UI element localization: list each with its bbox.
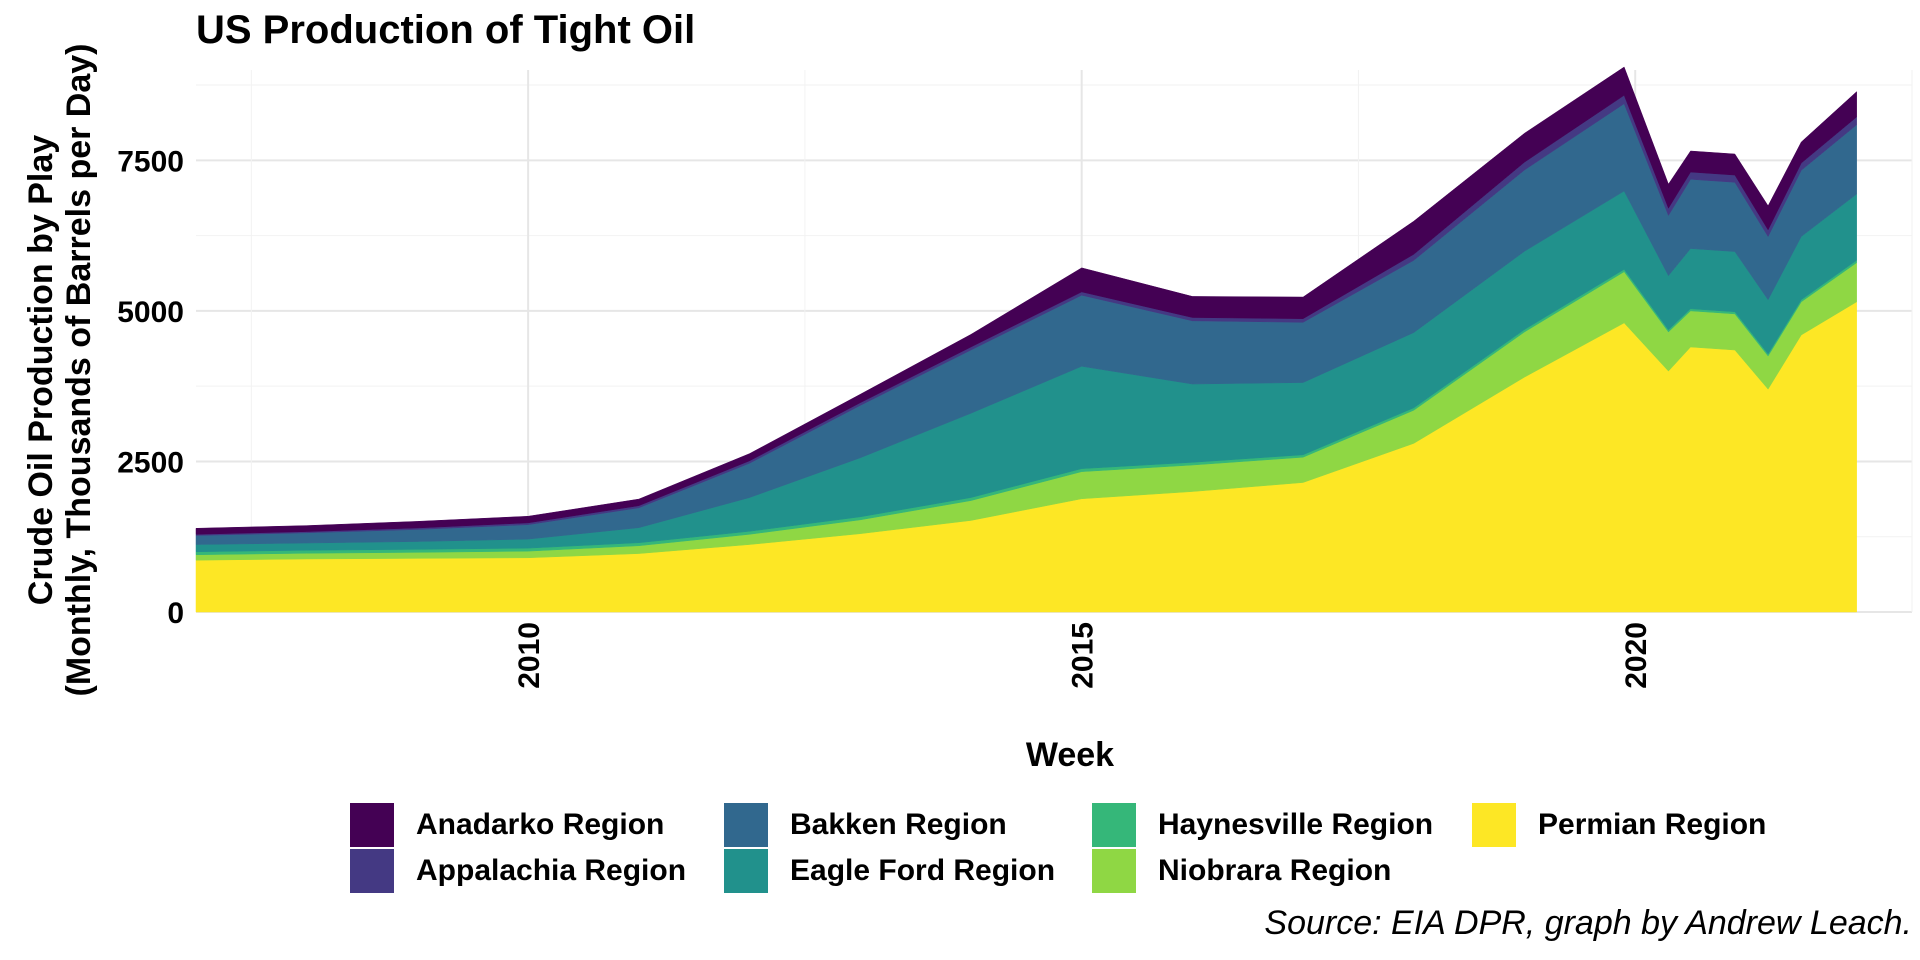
legend-item-appalachia: Appalachia Region	[350, 848, 686, 894]
legend-label-niobrara: Niobrara Region	[1158, 854, 1392, 887]
x-tick-label: 2010	[513, 622, 546, 689]
y-tick-label: 7500	[117, 145, 184, 178]
legend-swatch-permian	[1472, 803, 1516, 847]
axis-ticks: 0 2500 5000 7500 2010 2015 2020	[117, 145, 1653, 688]
y-axis-title-line1: Crude Oil Production by Play	[22, 134, 60, 606]
legend-item-permian: Permian Region	[1472, 802, 1766, 848]
legend-label-bakken: Bakken Region	[790, 808, 1007, 841]
legend-label-appalachia: Appalachia Region	[416, 854, 687, 887]
legend-label-eagle-ford: Eagle Ford Region	[790, 854, 1056, 887]
y-axis-title: Crude Oil Production by Play (Monthly, T…	[22, 43, 98, 696]
legend-item-haynesville: Haynesville Region	[1092, 802, 1433, 848]
legend-item-anadarko: Anadarko Region	[350, 802, 664, 848]
legend-item-niobrara: Niobrara Region	[1092, 848, 1391, 894]
chart-title: US Production of Tight Oil	[196, 8, 696, 52]
legend-swatch-appalachia	[350, 849, 394, 893]
legend: Anadarko Region Appalachia Region Bakken…	[350, 802, 1810, 902]
plot-area: 0 2500 5000 7500 2010 2015 2020	[117, 66, 1913, 689]
area-series	[195, 66, 1857, 613]
legend-swatch-anadarko	[350, 803, 394, 847]
legend-swatch-bakken	[724, 803, 768, 847]
legend-item-eagle-ford: Eagle Ford Region	[724, 848, 1055, 894]
x-tick-label: 2015	[1067, 622, 1100, 689]
x-axis-title: Week	[1025, 736, 1115, 774]
legend-swatch-haynesville	[1092, 803, 1136, 847]
y-tick-label: 5000	[117, 296, 184, 329]
legend-swatch-eagle-ford	[724, 849, 768, 893]
y-tick-label: 2500	[117, 446, 184, 479]
y-tick-label: 0	[167, 597, 184, 630]
legend-label-anadarko: Anadarko Region	[416, 808, 665, 841]
legend-swatch-niobrara	[1092, 849, 1136, 893]
legend-label-permian: Permian Region	[1538, 808, 1767, 841]
legend-item-bakken: Bakken Region	[724, 802, 1007, 848]
source-caption: Source: EIA DPR, graph by Andrew Leach.	[1264, 904, 1912, 942]
area-anadarko-region	[195, 66, 1857, 535]
y-axis-title-line2: (Monthly, Thousands of Barrels per Day)	[60, 43, 98, 697]
x-tick-label: 2020	[1620, 622, 1653, 689]
legend-label-haynesville: Haynesville Region	[1158, 808, 1434, 841]
